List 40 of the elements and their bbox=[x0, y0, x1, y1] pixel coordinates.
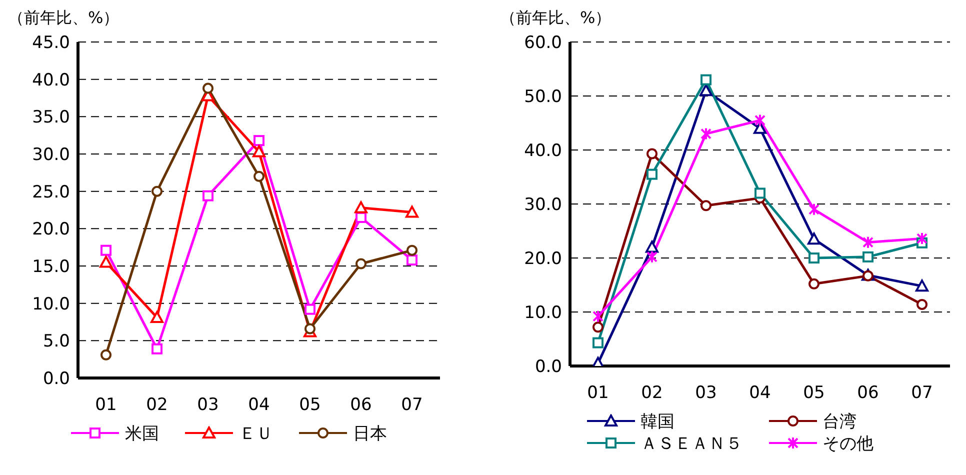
y-tick-label: 10.0 bbox=[32, 294, 70, 314]
x-tick-label: 01 bbox=[587, 383, 609, 404]
y-tick-label: 20.0 bbox=[32, 220, 70, 240]
y-axis-title: （前年比、%） bbox=[8, 8, 120, 29]
y-axis-title: （前年比、%） bbox=[500, 8, 612, 29]
x-tick-label: 06 bbox=[350, 395, 372, 416]
y-tick-label: 30.0 bbox=[524, 195, 562, 216]
y-tick-label: 35.0 bbox=[32, 108, 70, 128]
x-tick-label: 03 bbox=[197, 395, 219, 416]
y-tick-label: 60.0 bbox=[524, 33, 562, 54]
x-tick-label: 06 bbox=[857, 383, 879, 404]
x-tick-label: 01 bbox=[95, 395, 117, 416]
x-tick-label: 04 bbox=[749, 383, 771, 404]
y-tick-label: 40.0 bbox=[524, 141, 562, 162]
legend-label: ＡＳＥＡＮ５ bbox=[640, 432, 742, 454]
y-tick-label: 15.0 bbox=[32, 257, 70, 278]
x-tick-label: 04 bbox=[248, 395, 270, 416]
x-tick-label: 05 bbox=[299, 395, 321, 416]
y-tick-label: 25.0 bbox=[32, 182, 70, 202]
legend-label: 日本 bbox=[353, 422, 387, 444]
x-tick-label: 02 bbox=[641, 383, 663, 404]
y-tick-label: 20.0 bbox=[524, 249, 562, 270]
y-tick-label: 10.0 bbox=[524, 303, 562, 324]
legend-label: ＥＵ bbox=[239, 422, 273, 444]
y-tick-label: 5.0 bbox=[42, 332, 70, 352]
legend-label: 韓国 bbox=[640, 410, 674, 432]
x-tick-label: 02 bbox=[146, 395, 168, 416]
y-tick-label: 45.0 bbox=[32, 33, 70, 54]
y-tick-label: 0.0 bbox=[534, 357, 562, 378]
legend-label: その他 bbox=[822, 432, 874, 454]
x-tick-label: 07 bbox=[401, 395, 423, 416]
legend-label: 米国 bbox=[125, 422, 159, 444]
x-tick-label: 05 bbox=[803, 383, 825, 404]
legend-label: 台湾 bbox=[822, 410, 856, 432]
y-tick-label: 0.0 bbox=[42, 369, 70, 390]
y-tick-label: 50.0 bbox=[524, 87, 562, 108]
x-tick-label: 03 bbox=[695, 383, 717, 404]
y-tick-label: 40.0 bbox=[32, 70, 70, 90]
x-tick-label: 07 bbox=[911, 383, 933, 404]
y-tick-label: 30.0 bbox=[32, 145, 70, 166]
